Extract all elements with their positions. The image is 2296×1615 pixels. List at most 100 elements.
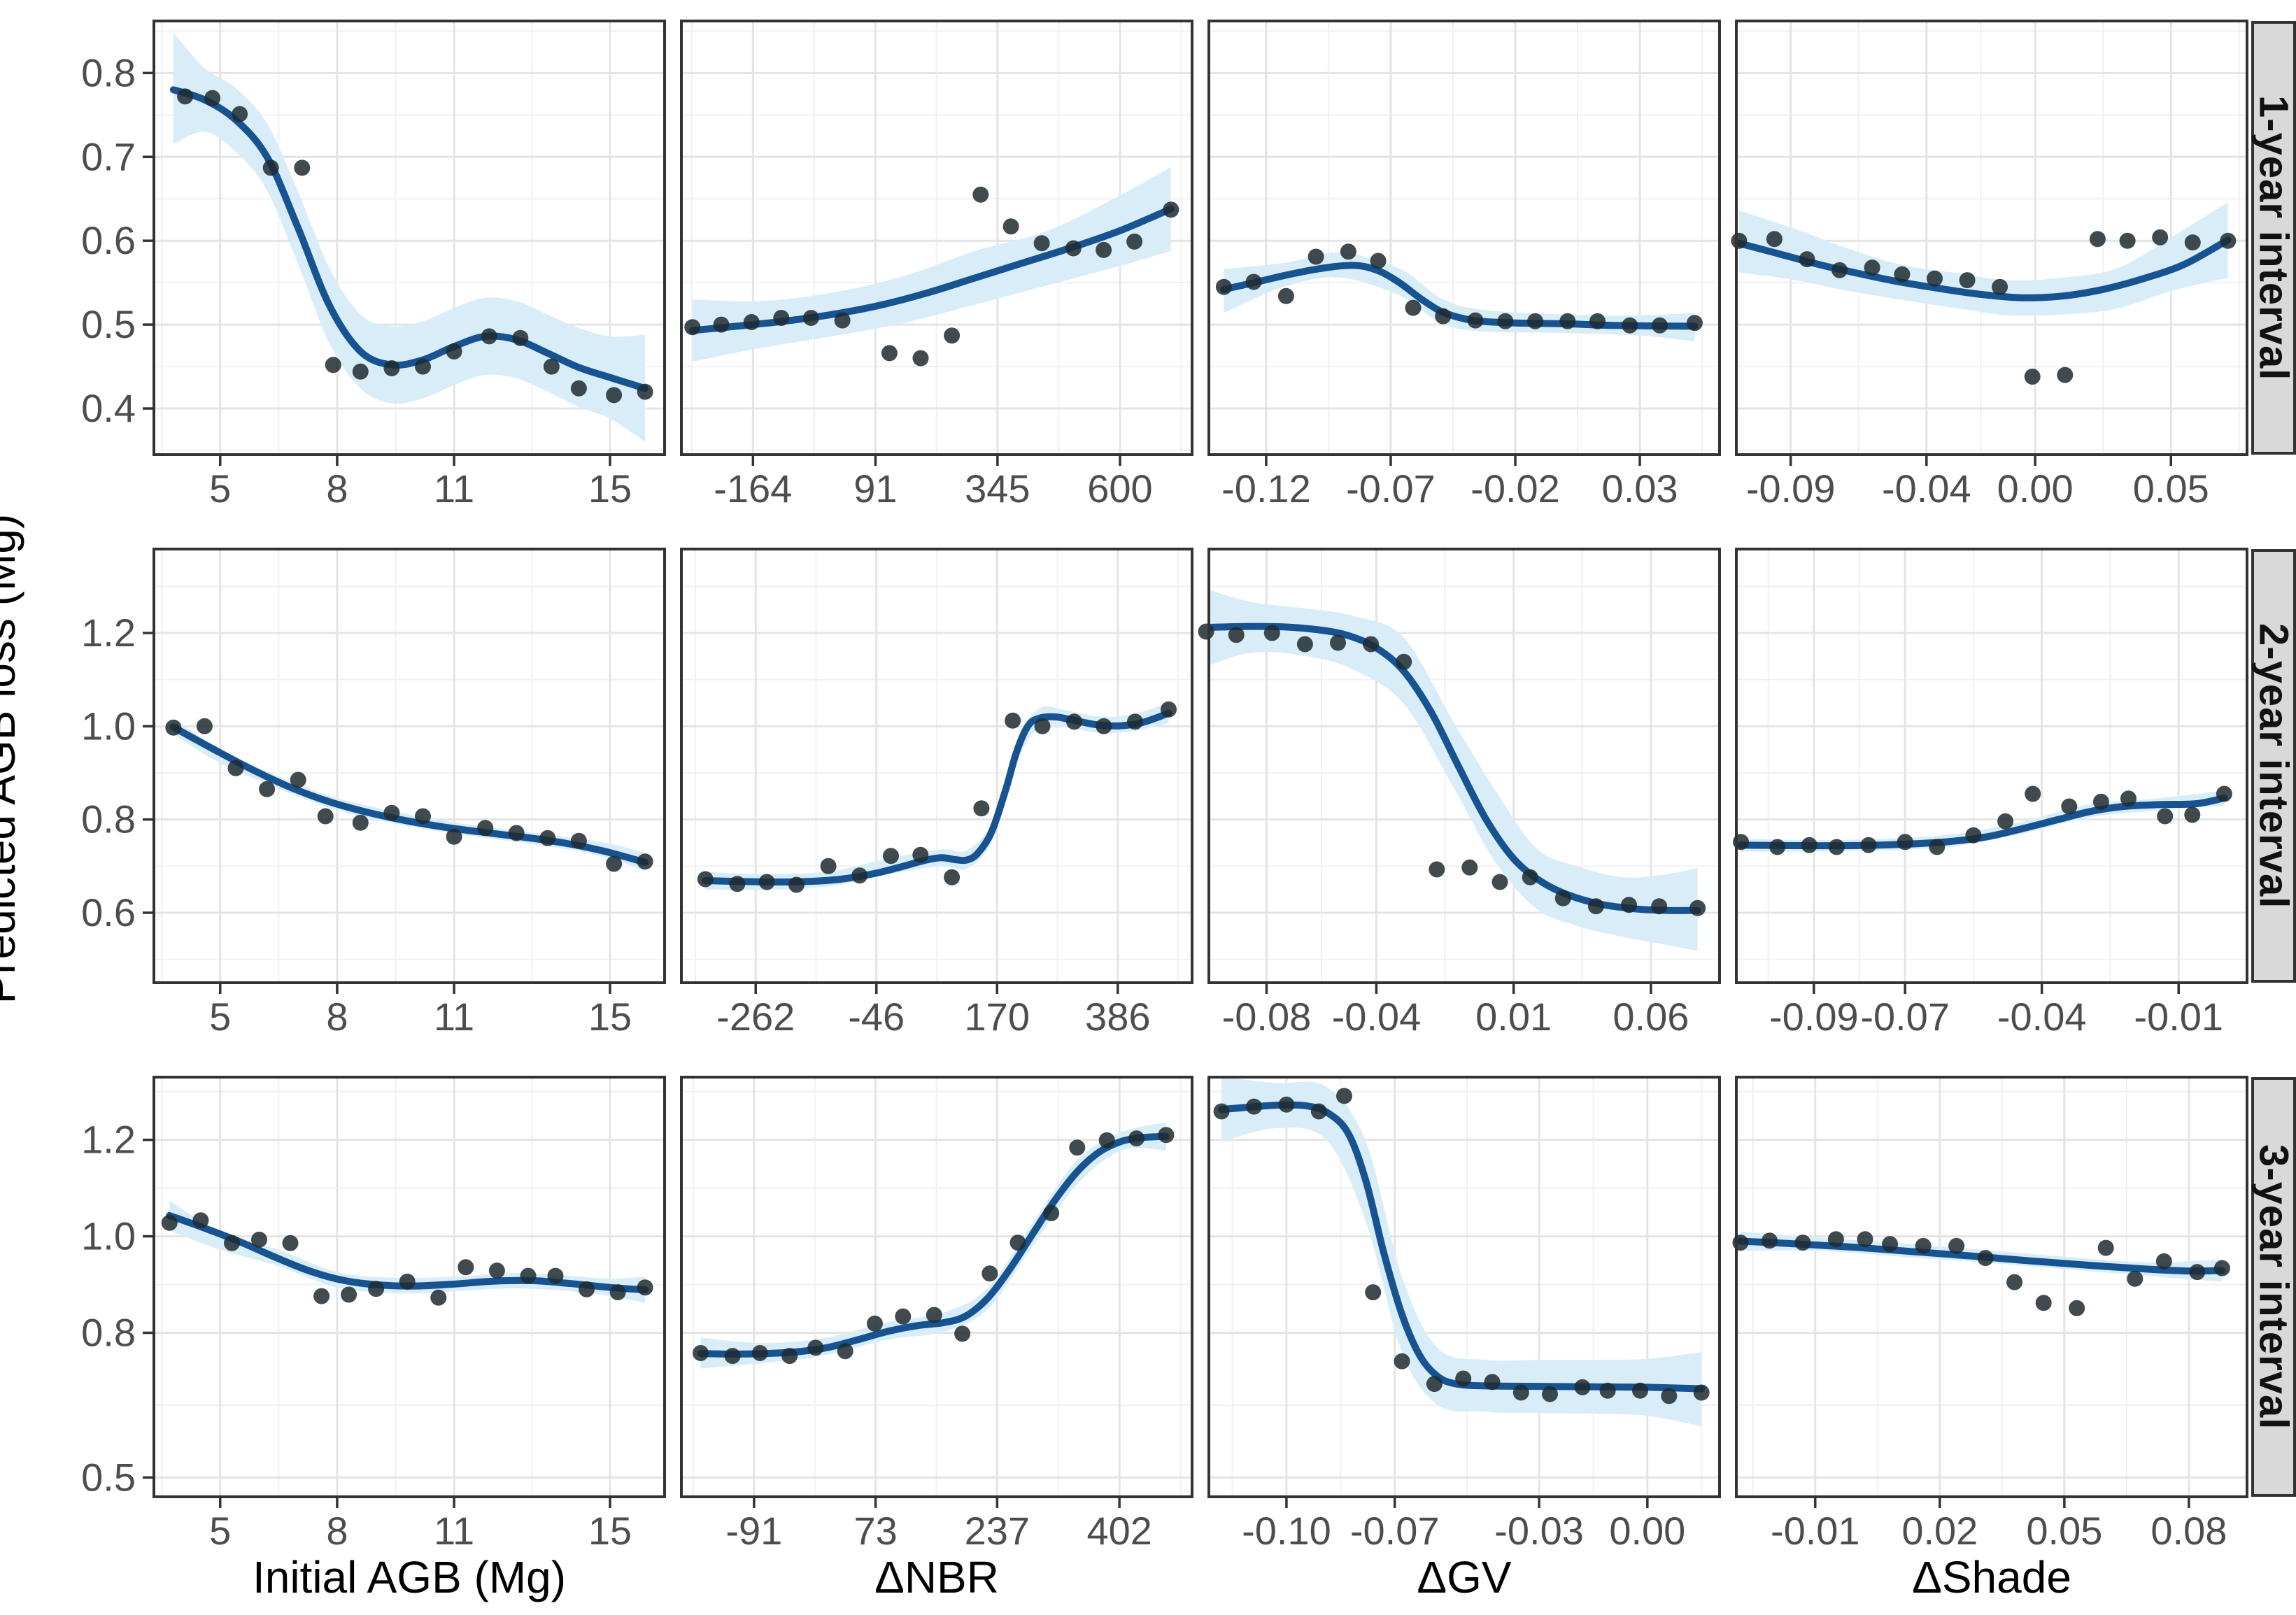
x-tick-label: -0.03: [1494, 1509, 1584, 1553]
data-point: [458, 1259, 474, 1276]
x-tick-label: -0.01: [1771, 1509, 1860, 1553]
data-point: [2025, 785, 2041, 802]
data-point: [1009, 1235, 1026, 1251]
data-point: [399, 1273, 416, 1290]
data-point: [2213, 1260, 2230, 1276]
data-point: [1484, 1374, 1501, 1390]
data-point: [520, 1267, 537, 1284]
smooth-line: [166, 1211, 649, 1294]
data-point: [1126, 233, 1143, 250]
data-point: [1034, 718, 1051, 734]
data-point: [1652, 317, 1668, 334]
data-point: [1158, 1127, 1175, 1144]
data-point: [294, 159, 311, 176]
data-point: [2024, 369, 2041, 385]
data-point: [204, 90, 221, 106]
data-point: [1929, 839, 1946, 855]
data-point: [1497, 313, 1514, 329]
x-tick-label: 5: [209, 995, 231, 1039]
data-point: [807, 1339, 824, 1356]
data-point: [1296, 636, 1313, 653]
panel-border: [680, 548, 1193, 984]
gridlines: [1736, 549, 2247, 983]
confidence-band: [1224, 252, 1695, 342]
data-point: [543, 358, 560, 375]
x-axis-ticks: -0.08 -0.04 0.01 0.06: [1222, 983, 1689, 1039]
data-point: [1621, 897, 1637, 913]
data-point: [1927, 270, 1943, 287]
x-tick-label: 0.08: [2150, 1509, 2227, 1553]
data-point: [1330, 634, 1346, 651]
data-point: [1661, 1388, 1678, 1404]
x-tick-label: 237: [965, 1509, 1030, 1553]
data-point: [352, 363, 369, 380]
panel-border: [1735, 548, 2248, 984]
data-point: [325, 357, 341, 373]
y-tick-label: 0.7: [81, 134, 136, 178]
data-point: [972, 186, 989, 203]
data-point: [1559, 313, 1576, 329]
data-point: [1069, 1139, 1086, 1156]
data-point: [1769, 839, 1786, 855]
data-point: [1340, 243, 1356, 260]
data-point: [637, 853, 653, 870]
data-point: [2089, 231, 2106, 248]
data-point: [1977, 1250, 1994, 1267]
data-point: [383, 360, 400, 376]
panel-border: [1735, 1076, 2248, 1498]
x-tick-label: 11: [434, 467, 474, 511]
x-tick-label: -0.04: [1332, 995, 1422, 1039]
x-axis-ticks: 5 8 11 15: [209, 1497, 632, 1553]
x-axis-ticks: -0.09 -0.07 -0.04 -0.01: [1769, 983, 2223, 1039]
data-point: [570, 380, 587, 397]
x-tick-label: -0.10: [1242, 1509, 1331, 1553]
x-tick-label: -0.09: [1746, 467, 1836, 511]
data-point: [313, 1288, 330, 1304]
confidence-band: [1221, 1077, 1702, 1427]
data-point: [1215, 278, 1232, 295]
data-point: [1396, 653, 1412, 670]
data-point: [2057, 367, 2074, 383]
panel-r3-c3: -0.10 -0.07 -0.03 0.00: [1207, 1076, 1721, 1553]
x-tick-label: 0.00: [1609, 1509, 1685, 1553]
x-tick-label: 5: [209, 1509, 231, 1553]
data-point: [430, 1289, 447, 1306]
data-point: [1043, 1205, 1060, 1221]
data-point: [1864, 259, 1880, 276]
data-point: [606, 387, 623, 404]
data-point: [1033, 235, 1050, 252]
smooth-line: [688, 205, 1175, 334]
data-point: [1599, 1382, 1616, 1399]
smooth-line: [1736, 236, 2232, 301]
data-point: [606, 855, 623, 872]
x-tick-label: 600: [1087, 467, 1152, 511]
data-point: [1512, 1384, 1529, 1401]
data-point: [1370, 252, 1387, 269]
y-tick-label: 0.6: [81, 218, 136, 262]
data-point: [232, 106, 248, 122]
panel-r2-c1: 5 8 11 15 0.6 0.8 1.0 1.2: [81, 548, 666, 1039]
x-tick-label: -0.04: [1882, 467, 1971, 511]
data-point: [165, 719, 182, 736]
data-point: [1731, 232, 1748, 249]
data-point: [1310, 1103, 1327, 1120]
data-point: [2155, 1253, 2172, 1269]
data-point: [415, 358, 431, 375]
smooth-line: [1218, 1101, 1706, 1393]
data-point: [1128, 1130, 1145, 1147]
data-point: [579, 1281, 595, 1297]
x-tick-label: -0.09: [1769, 995, 1859, 1039]
data-point: [1651, 898, 1668, 915]
data-point: [282, 1235, 299, 1251]
data-point: [834, 312, 851, 329]
data-point: [2152, 229, 2169, 246]
data-point: [1632, 1382, 1648, 1399]
data-point: [1522, 869, 1538, 885]
x-tick-label: 0.01: [1475, 995, 1552, 1039]
x-tick-label: -0.07: [1860, 995, 1950, 1039]
data-point: [944, 869, 961, 885]
y-tick-label: 1.0: [81, 704, 136, 748]
x-tick-label: -91: [725, 1509, 782, 1553]
panel-border: [153, 548, 666, 984]
